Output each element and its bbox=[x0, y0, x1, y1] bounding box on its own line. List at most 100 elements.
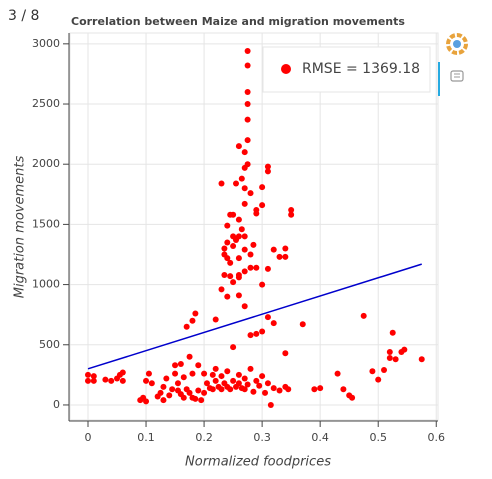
y-tick-label: 1000 bbox=[32, 278, 60, 291]
scatter-point bbox=[192, 395, 199, 402]
scatter-point bbox=[160, 383, 167, 390]
scatter-point bbox=[270, 385, 277, 392]
scatter-point bbox=[90, 373, 97, 380]
scatter-point bbox=[241, 149, 248, 156]
scatter-point bbox=[285, 386, 292, 393]
scatter-point bbox=[282, 253, 289, 260]
x-tick-label: 0.6 bbox=[428, 431, 446, 444]
scatter-point bbox=[189, 317, 196, 324]
scatter-point bbox=[172, 362, 179, 369]
scatter-point bbox=[221, 271, 228, 278]
x-tick-label: 0 bbox=[84, 431, 91, 444]
scatter-point bbox=[212, 316, 219, 323]
hover-tool[interactable] bbox=[450, 70, 464, 82]
scatter-point bbox=[108, 377, 115, 384]
page-indicator: 3 / 8 bbox=[8, 8, 39, 24]
y-tick-label: 3000 bbox=[32, 37, 60, 50]
scatter-point bbox=[195, 387, 202, 394]
scatter-point bbox=[230, 279, 237, 286]
scatter-point bbox=[247, 365, 254, 372]
scatter-point bbox=[90, 377, 97, 384]
scatter-point bbox=[224, 368, 231, 375]
x-tick-label: 0.4 bbox=[311, 431, 329, 444]
scatter-point bbox=[375, 376, 382, 383]
scatter-point bbox=[244, 88, 251, 95]
scatter-point bbox=[259, 328, 266, 335]
toolbar[interactable] bbox=[438, 33, 468, 96]
scatter-point bbox=[224, 255, 231, 262]
x-tick-label: 0.3 bbox=[253, 431, 271, 444]
scatter-point bbox=[264, 168, 271, 175]
scatter-point bbox=[250, 241, 257, 248]
scatter-point bbox=[221, 245, 228, 252]
scatter-point bbox=[253, 330, 260, 337]
scatter-point bbox=[195, 362, 202, 369]
scatter-point bbox=[218, 386, 225, 393]
scatter-point bbox=[218, 373, 225, 380]
scatter-point bbox=[360, 312, 367, 319]
scatter-point bbox=[235, 143, 242, 150]
scatter-point bbox=[267, 401, 274, 408]
scatter-point bbox=[102, 376, 109, 383]
scatter-point bbox=[253, 206, 260, 213]
scatter-point bbox=[230, 233, 237, 240]
scatter-point bbox=[224, 222, 231, 229]
scatter-point bbox=[253, 377, 260, 384]
scatter-point bbox=[224, 239, 231, 246]
scatter-point bbox=[244, 116, 251, 123]
scatter-point bbox=[244, 161, 251, 168]
scatter-point bbox=[235, 380, 242, 387]
scatter-point bbox=[381, 367, 388, 374]
scatter-point bbox=[264, 163, 271, 170]
scatter-point bbox=[227, 273, 234, 280]
scatter-point bbox=[386, 355, 393, 362]
scatter-point bbox=[256, 382, 263, 389]
y-tick-label: 1500 bbox=[32, 217, 60, 230]
scatter-point bbox=[270, 320, 277, 327]
scatter-point bbox=[241, 386, 248, 393]
y-tick-label: 2000 bbox=[32, 157, 60, 170]
scatter-point bbox=[241, 303, 248, 310]
scatter-point bbox=[201, 389, 208, 396]
scatter-point bbox=[264, 265, 271, 272]
scatter-point bbox=[244, 62, 251, 69]
scatter-point bbox=[218, 180, 225, 187]
scatter-point bbox=[247, 251, 254, 258]
scatter-point bbox=[212, 377, 219, 384]
scatter-point bbox=[276, 253, 283, 260]
scatter-point bbox=[386, 348, 393, 355]
scatter-point bbox=[392, 356, 399, 363]
scatter-point bbox=[227, 386, 234, 393]
scatter-point bbox=[209, 371, 216, 378]
bokeh-logo[interactable] bbox=[446, 33, 468, 55]
x-tick-label: 0.1 bbox=[137, 431, 155, 444]
scatter-point bbox=[259, 202, 266, 209]
scatter-point bbox=[172, 370, 179, 377]
scatter-point bbox=[119, 369, 126, 376]
x-axis-label: Normalized foodprices bbox=[185, 455, 331, 470]
scatter-point bbox=[244, 48, 251, 55]
scatter-point bbox=[119, 377, 126, 384]
scatter-point bbox=[276, 387, 283, 394]
scatter-point bbox=[241, 268, 248, 275]
scatter-point bbox=[198, 397, 205, 404]
scatter-point bbox=[244, 381, 251, 388]
scatter-point bbox=[247, 264, 254, 271]
scatter-point bbox=[180, 374, 187, 381]
scatter-point bbox=[235, 292, 242, 299]
scatter-point bbox=[259, 281, 266, 288]
scatter-point bbox=[143, 377, 150, 384]
scatter-point bbox=[288, 206, 295, 213]
scatter-point bbox=[174, 387, 181, 394]
scatter-point bbox=[235, 271, 242, 278]
scatter-point bbox=[270, 246, 277, 253]
scatter-point bbox=[166, 392, 173, 399]
scatter-point bbox=[84, 377, 91, 384]
scatter-point bbox=[282, 245, 289, 252]
scatter-point bbox=[389, 329, 396, 336]
y-axis-label: Migration movements bbox=[13, 156, 28, 299]
scatter-point bbox=[160, 397, 167, 404]
scatter-point bbox=[227, 211, 234, 218]
scatter-point bbox=[230, 243, 237, 250]
